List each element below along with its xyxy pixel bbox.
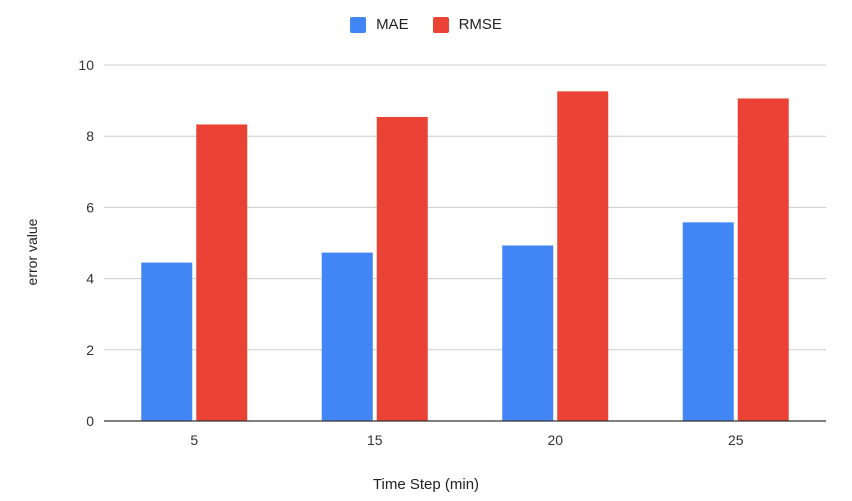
x-tick-label: 25: [728, 432, 744, 448]
y-axis-title: error value: [24, 218, 40, 286]
x-axis-title: Time Step (min): [372, 476, 480, 493]
legend-item-rmse: RMSE: [432, 16, 502, 33]
legend-swatch-rmse: [432, 16, 449, 33]
x-tick-label: 15: [367, 432, 383, 448]
x-tick-label: 20: [547, 432, 563, 448]
y-tick-label: 6: [86, 199, 94, 215]
y-tick-label: 10: [78, 57, 94, 73]
y-tick-label: 8: [86, 128, 94, 144]
bar-rmse-20: [557, 91, 609, 422]
bar-rmse-15: [376, 116, 428, 421]
y-tick-label: 4: [86, 271, 94, 287]
bar-mae-5: [141, 262, 193, 421]
bar-mae-15: [321, 252, 373, 421]
bar-mae-25: [682, 222, 734, 421]
legend-label-rmse: RMSE: [458, 16, 502, 33]
y-tick-label: 0: [86, 413, 94, 429]
legend-swatch-mae: [350, 16, 367, 33]
y-tick-label: 2: [86, 342, 94, 358]
bar-rmse-5: [196, 124, 248, 422]
x-tick-label: 5: [190, 432, 198, 448]
bar-rmse-25: [737, 98, 789, 422]
legend-label-mae: MAE: [376, 16, 409, 33]
chart-legend: MAE RMSE: [0, 16, 852, 33]
legend-item-mae: MAE: [350, 16, 409, 33]
bar-mae-20: [502, 245, 554, 421]
